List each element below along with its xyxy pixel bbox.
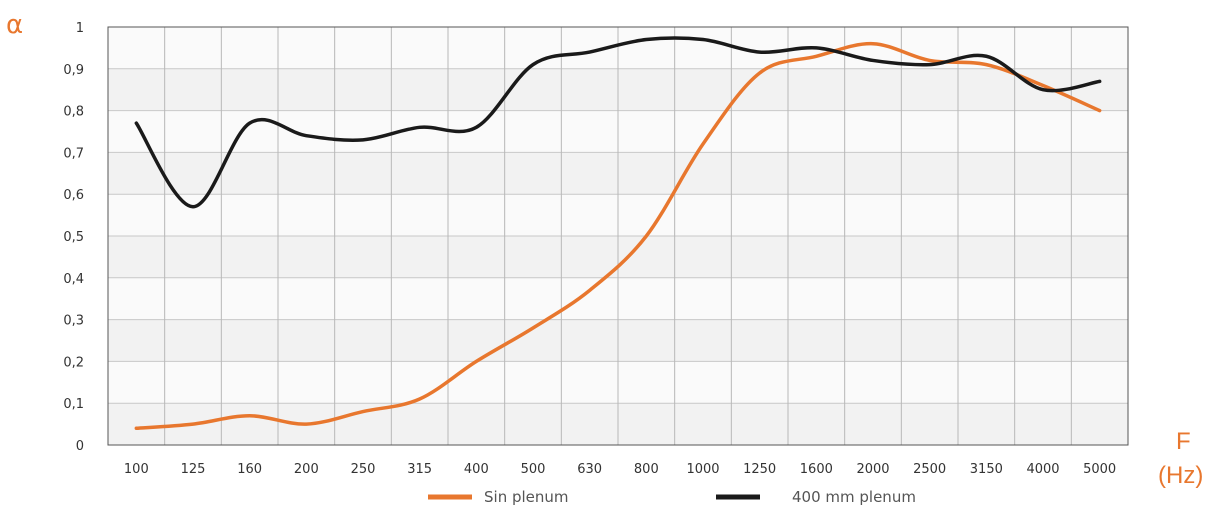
x-axis-unit: (Hz) (1158, 462, 1204, 489)
legend-label: 400 mm plenum (792, 488, 916, 506)
y-tick-label: 0,7 (63, 146, 84, 161)
x-axis: 100 125 160 200 250 315 400 500 630 800 1000 1250 16… (124, 462, 1116, 477)
x-tick-label: 2000 (856, 462, 889, 477)
x-tick-label: 630 (577, 462, 602, 477)
y-tick-label: 0,1 (63, 397, 84, 412)
x-tick-label: 400 (464, 462, 489, 477)
y-tick-label: 0,4 (63, 272, 84, 287)
x-axis-label: F (1176, 428, 1191, 455)
x-tick-label: 1000 (686, 462, 719, 477)
y-axis: 0 0,1 0,2 0,3 0,4 0,5 0,6 0,7 0,8 0,9 1 (63, 21, 84, 454)
x-tick-label: 1250 (743, 462, 776, 477)
plot-frame (107, 26, 1129, 446)
y-tick-label: 0,2 (63, 355, 84, 370)
x-tick-label: 4000 (1026, 462, 1059, 477)
legend: Sin plenum 400 mm plenum (428, 488, 916, 506)
series-line-sin-plenum (134, 41, 1102, 431)
x-tick-label: 5000 (1083, 462, 1116, 477)
y-tick-label: 0,6 (63, 188, 84, 203)
x-tick-label: 500 (521, 462, 546, 477)
x-tick-label: 160 (237, 462, 262, 477)
x-tick-label: 100 (124, 462, 149, 477)
y-tick-label: 0 (76, 439, 84, 454)
series-lines (134, 36, 1102, 431)
x-tick-label: 3150 (970, 462, 1003, 477)
legend-label: Sin plenum (484, 488, 569, 506)
y-tick-label: 0,9 (63, 63, 84, 78)
x-tick-label: 800 (634, 462, 659, 477)
y-tick-label: 0,3 (63, 314, 84, 329)
y-tick-label: 0,8 (63, 105, 84, 120)
y-tick-label: 1 (76, 21, 84, 36)
x-tick-label: 315 (407, 462, 432, 477)
x-tick-label: 125 (181, 462, 206, 477)
x-tick-label: 250 (351, 462, 376, 477)
x-tick-label: 200 (294, 462, 319, 477)
y-axis-label: α (6, 10, 24, 40)
y-tick-label: 0,5 (63, 230, 84, 245)
series-line-400mm-plenum (134, 36, 1102, 209)
x-tick-label: 2500 (913, 462, 946, 477)
x-tick-label: 1600 (800, 462, 833, 477)
